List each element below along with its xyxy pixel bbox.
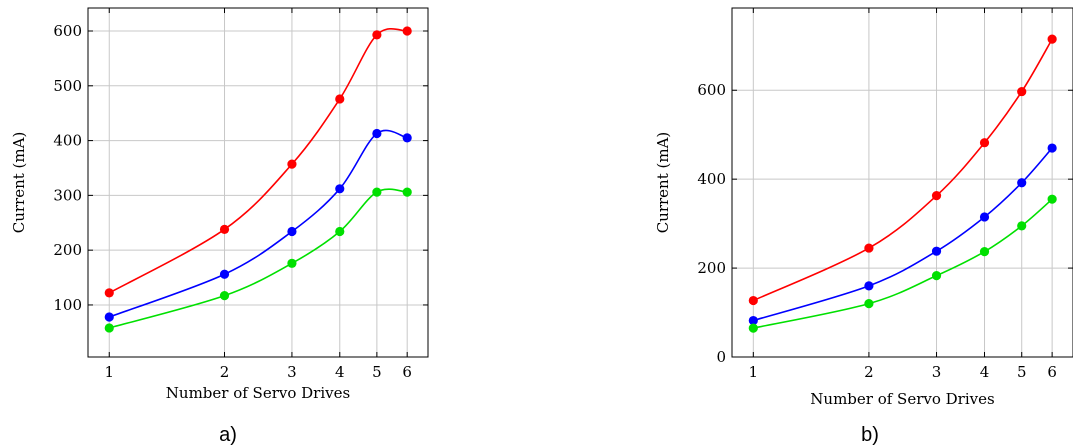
data-point bbox=[864, 299, 874, 309]
data-point bbox=[287, 258, 297, 268]
data-point bbox=[219, 291, 230, 301]
data-point bbox=[372, 30, 382, 40]
data-point bbox=[372, 187, 382, 197]
data-point bbox=[979, 247, 990, 257]
data-point bbox=[864, 281, 874, 291]
data-point bbox=[979, 212, 990, 222]
data-point bbox=[1047, 194, 1057, 204]
x-axis-title: Number of Servo Drives bbox=[166, 384, 350, 402]
y-tick-label: 0 bbox=[716, 348, 726, 366]
data-point bbox=[1047, 34, 1057, 44]
series-1 bbox=[748, 34, 1057, 306]
data-point bbox=[931, 191, 942, 201]
x-tick-label: 1 bbox=[749, 363, 759, 381]
data-point bbox=[931, 246, 942, 256]
x-tick-label: 3 bbox=[287, 363, 297, 381]
plot-frame bbox=[87, 7, 429, 358]
series-line bbox=[108, 129, 408, 318]
chart-panel-b: 1 2 3 4 5 6 0 200 400 600 Number of Servo Drives Cu… bbox=[654, 7, 1073, 446]
x-tick-label: 6 bbox=[1047, 363, 1057, 381]
series-3 bbox=[748, 194, 1057, 333]
y-tick-label: 600 bbox=[697, 81, 726, 99]
x-tick-label: 2 bbox=[220, 363, 230, 381]
data-point bbox=[219, 269, 230, 279]
data-point bbox=[287, 159, 297, 169]
x-tick-label: 5 bbox=[1017, 363, 1027, 381]
data-point bbox=[335, 184, 345, 194]
data-point bbox=[748, 323, 758, 333]
y-axis-title: Current (mA) bbox=[10, 132, 28, 234]
data-point bbox=[931, 271, 942, 281]
data-point bbox=[1017, 221, 1027, 231]
y-tick-label: 100 bbox=[53, 296, 82, 314]
y-tick-label: 400 bbox=[697, 170, 726, 188]
series-2 bbox=[748, 143, 1057, 326]
data-point bbox=[402, 133, 412, 143]
data-point bbox=[979, 138, 990, 148]
data-point bbox=[1017, 178, 1027, 188]
data-point bbox=[748, 315, 758, 326]
grid-lines bbox=[88, 8, 428, 357]
data-point bbox=[104, 288, 114, 298]
x-tick-label: 5 bbox=[372, 363, 382, 381]
series-2 bbox=[104, 128, 412, 322]
data-point bbox=[372, 128, 382, 139]
panel-caption: b) bbox=[861, 424, 879, 446]
data-point bbox=[219, 224, 230, 234]
data-point bbox=[748, 295, 758, 306]
data-point bbox=[1047, 143, 1057, 153]
data-point bbox=[1017, 86, 1027, 97]
x-axis-title: Number of Servo Drives bbox=[810, 390, 994, 408]
data-point bbox=[402, 187, 412, 197]
y-tick-label: 300 bbox=[53, 186, 82, 204]
x-tick-label: 4 bbox=[335, 363, 345, 381]
y-tick-label: 600 bbox=[53, 22, 82, 40]
y-tick-label: 500 bbox=[53, 77, 82, 95]
y-tick-label: 200 bbox=[53, 241, 82, 259]
data-point bbox=[335, 94, 345, 104]
data-point bbox=[104, 323, 114, 333]
x-tick-label: 6 bbox=[402, 363, 412, 381]
x-tick-label: 1 bbox=[104, 363, 114, 381]
chart-panel-a: 1 2 3 4 5 6 100 200 300 400 500 600 Number of Servo … bbox=[10, 7, 429, 446]
series-line bbox=[109, 188, 408, 329]
x-tick-label: 4 bbox=[980, 363, 990, 381]
y-axis-title: Current (mA) bbox=[654, 132, 672, 234]
grid-lines bbox=[732, 8, 1073, 358]
data-point bbox=[335, 226, 345, 237]
panel-caption: a) bbox=[219, 424, 237, 446]
series-line bbox=[753, 198, 1053, 329]
series-line bbox=[753, 147, 1053, 322]
x-tick-label: 2 bbox=[864, 363, 874, 381]
y-tick-label: 400 bbox=[53, 132, 82, 150]
series-line bbox=[752, 38, 1053, 302]
x-tick-label: 3 bbox=[932, 363, 942, 381]
data-point bbox=[864, 243, 874, 253]
series-3 bbox=[104, 187, 412, 333]
series-1 bbox=[104, 26, 412, 298]
series-line bbox=[108, 28, 408, 294]
plot-frame bbox=[731, 7, 1073, 358]
data-point bbox=[104, 312, 114, 322]
data-point bbox=[287, 226, 297, 237]
y-tick-label: 200 bbox=[697, 259, 726, 277]
data-point bbox=[402, 26, 412, 36]
